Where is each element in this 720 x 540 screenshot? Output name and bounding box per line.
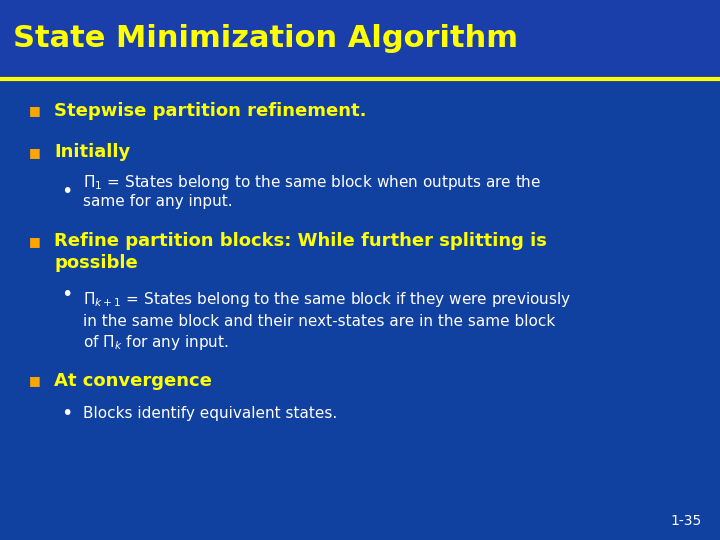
Text: Initially: Initially [54, 143, 130, 161]
Text: 1-35: 1-35 [671, 514, 702, 528]
Text: $\Pi_{k+1}$ = States belong to the same block if they were previously: $\Pi_{k+1}$ = States belong to the same … [83, 290, 571, 309]
Text: of $\Pi_k$ for any input.: of $\Pi_k$ for any input. [83, 333, 229, 353]
Text: possible: possible [54, 254, 138, 272]
FancyBboxPatch shape [0, 0, 720, 78]
Text: •: • [61, 285, 73, 304]
Text: Stepwise partition refinement.: Stepwise partition refinement. [54, 102, 366, 120]
Text: ■: ■ [29, 235, 40, 248]
Text: Refine partition blocks: While further splitting is: Refine partition blocks: While further s… [54, 232, 547, 251]
Text: At convergence: At convergence [54, 372, 212, 390]
Text: •: • [61, 183, 73, 201]
Text: ■: ■ [29, 146, 40, 159]
Text: in the same block and their next-states are in the same block: in the same block and their next-states … [83, 314, 555, 329]
Text: Blocks identify equivalent states.: Blocks identify equivalent states. [83, 406, 337, 421]
Text: $\Pi_1$ = States belong to the same block when outputs are the: $\Pi_1$ = States belong to the same bloc… [83, 173, 541, 192]
Text: •: • [61, 403, 73, 423]
Text: State Minimization Algorithm: State Minimization Algorithm [13, 24, 518, 53]
Text: ■: ■ [29, 104, 40, 117]
Text: ■: ■ [29, 374, 40, 387]
Text: same for any input.: same for any input. [83, 194, 233, 209]
